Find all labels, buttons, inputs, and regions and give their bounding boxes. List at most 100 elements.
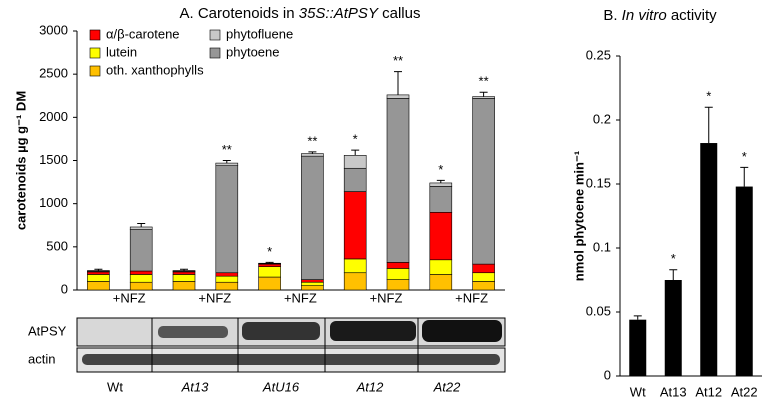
- bar-segment: [429, 274, 453, 291]
- bar-segment: [87, 271, 110, 275]
- significance-label: *: [438, 162, 443, 177]
- bar-segment: [343, 272, 367, 291]
- y-tick-label: 0.1: [593, 239, 611, 254]
- y-axis-label: nmol phytoene min⁻¹: [571, 151, 586, 281]
- significance-label: **: [222, 142, 232, 157]
- error-bar: [633, 315, 642, 320]
- error-bar: [351, 149, 360, 156]
- bar: [629, 319, 647, 376]
- bar-segment: [472, 281, 495, 291]
- y-tick-label: 0.25: [586, 47, 611, 62]
- y-tick-label: 500: [46, 238, 68, 253]
- bar-segment: [87, 274, 110, 282]
- error-bar: [180, 268, 188, 271]
- bar: [700, 143, 718, 376]
- bar-segment: [429, 182, 453, 187]
- bar-segment: [343, 167, 367, 192]
- bar: [664, 280, 682, 376]
- bar-segment: [87, 281, 110, 291]
- bar-segment: [386, 98, 410, 263]
- bar-segment: [301, 281, 324, 286]
- error-bar: [479, 91, 488, 97]
- significance-label: **: [307, 133, 317, 148]
- blot-band: [242, 322, 320, 340]
- bar-segment: [172, 274, 196, 282]
- legend-swatch: [89, 65, 101, 77]
- bar-segment: [215, 162, 239, 166]
- legend-label: phytofluene: [226, 26, 293, 41]
- lane-label: At22: [433, 379, 462, 394]
- bar-segment: [343, 258, 367, 274]
- x-tick-label: +NFZ: [370, 290, 403, 305]
- y-axis-label: carotenoids µg g⁻¹ DM: [13, 91, 28, 230]
- x-tick-label: At12: [695, 384, 722, 399]
- y-tick-label: 0: [61, 281, 68, 296]
- legend-swatch: [209, 29, 221, 41]
- bar-segment: [258, 266, 281, 278]
- bar-segment: [215, 272, 239, 277]
- error-bar: [265, 261, 274, 264]
- blot-band: [422, 320, 502, 342]
- y-tick-label: 1000: [39, 195, 68, 210]
- y-tick-label: 0: [604, 367, 611, 382]
- bar-segment: [301, 155, 324, 280]
- chart-title: A. Carotenoids in 35S::AtPSY callus: [180, 5, 421, 22]
- significance-label: *: [267, 244, 272, 259]
- bar-segment: [172, 281, 196, 291]
- y-tick-label: 1500: [39, 152, 68, 167]
- error-bar: [308, 151, 317, 154]
- significance-label: *: [742, 149, 747, 164]
- bar-segment: [301, 279, 324, 283]
- y-tick-label: 2500: [39, 66, 68, 81]
- error-bar: [137, 223, 146, 227]
- bar-segment: [129, 281, 153, 291]
- bar-segment: [129, 270, 153, 275]
- x-tick-label: +NFZ: [198, 290, 231, 305]
- blot-band: [82, 354, 500, 365]
- significance-label: **: [393, 53, 403, 68]
- y-tick-label: 0.05: [586, 303, 611, 318]
- western-blot: AtPSY actin Wt At13 AtU16 At12 At22: [28, 317, 506, 394]
- title-part: callus: [378, 5, 421, 22]
- legend-swatch: [209, 47, 221, 59]
- x-tick-label: At13: [660, 384, 687, 399]
- significance-label: **: [479, 74, 489, 89]
- bar-segment: [258, 263, 281, 267]
- blot-band: [158, 326, 228, 338]
- bar-segment: [215, 275, 239, 283]
- bar-segment: [472, 263, 495, 274]
- y-tick-label: 0.15: [586, 175, 611, 190]
- blot-row-label: actin: [28, 351, 55, 366]
- bar-segment: [129, 229, 153, 272]
- title-part: activity: [667, 7, 718, 24]
- lane-label: AtU16: [262, 379, 300, 394]
- title-part: In vitro: [622, 7, 667, 24]
- bar-segment: [386, 262, 410, 269]
- bar-segment: [386, 94, 410, 99]
- x-tick-label: At22: [731, 384, 758, 399]
- bar-segment: [343, 191, 367, 260]
- blot-row-label: AtPSY: [28, 323, 67, 338]
- lane-label: At13: [181, 379, 210, 394]
- bar-segment: [429, 186, 453, 213]
- error-bar: [94, 268, 103, 271]
- y-tick-label: 0.2: [593, 111, 611, 126]
- title-part: A. Carotenoids in: [180, 5, 299, 22]
- bar-segment: [386, 279, 410, 291]
- legend-swatch: [89, 47, 101, 59]
- chart-title: B. In vitro activity: [603, 7, 717, 24]
- error-bar: [740, 166, 749, 187]
- legend-swatch: [89, 29, 101, 41]
- x-tick-label: Wt: [630, 384, 646, 399]
- bar-segment: [386, 268, 410, 280]
- bar-segment: [472, 272, 495, 282]
- lane-label: At12: [356, 379, 385, 394]
- bar-segment: [301, 285, 324, 291]
- bar-segment: [429, 259, 453, 275]
- bar-segment: [215, 281, 239, 291]
- error-bar: [669, 269, 678, 280]
- legend-label: phytoene: [226, 44, 280, 59]
- bar-segment: [172, 271, 196, 275]
- title-part: 35S::AtPSY: [299, 5, 379, 22]
